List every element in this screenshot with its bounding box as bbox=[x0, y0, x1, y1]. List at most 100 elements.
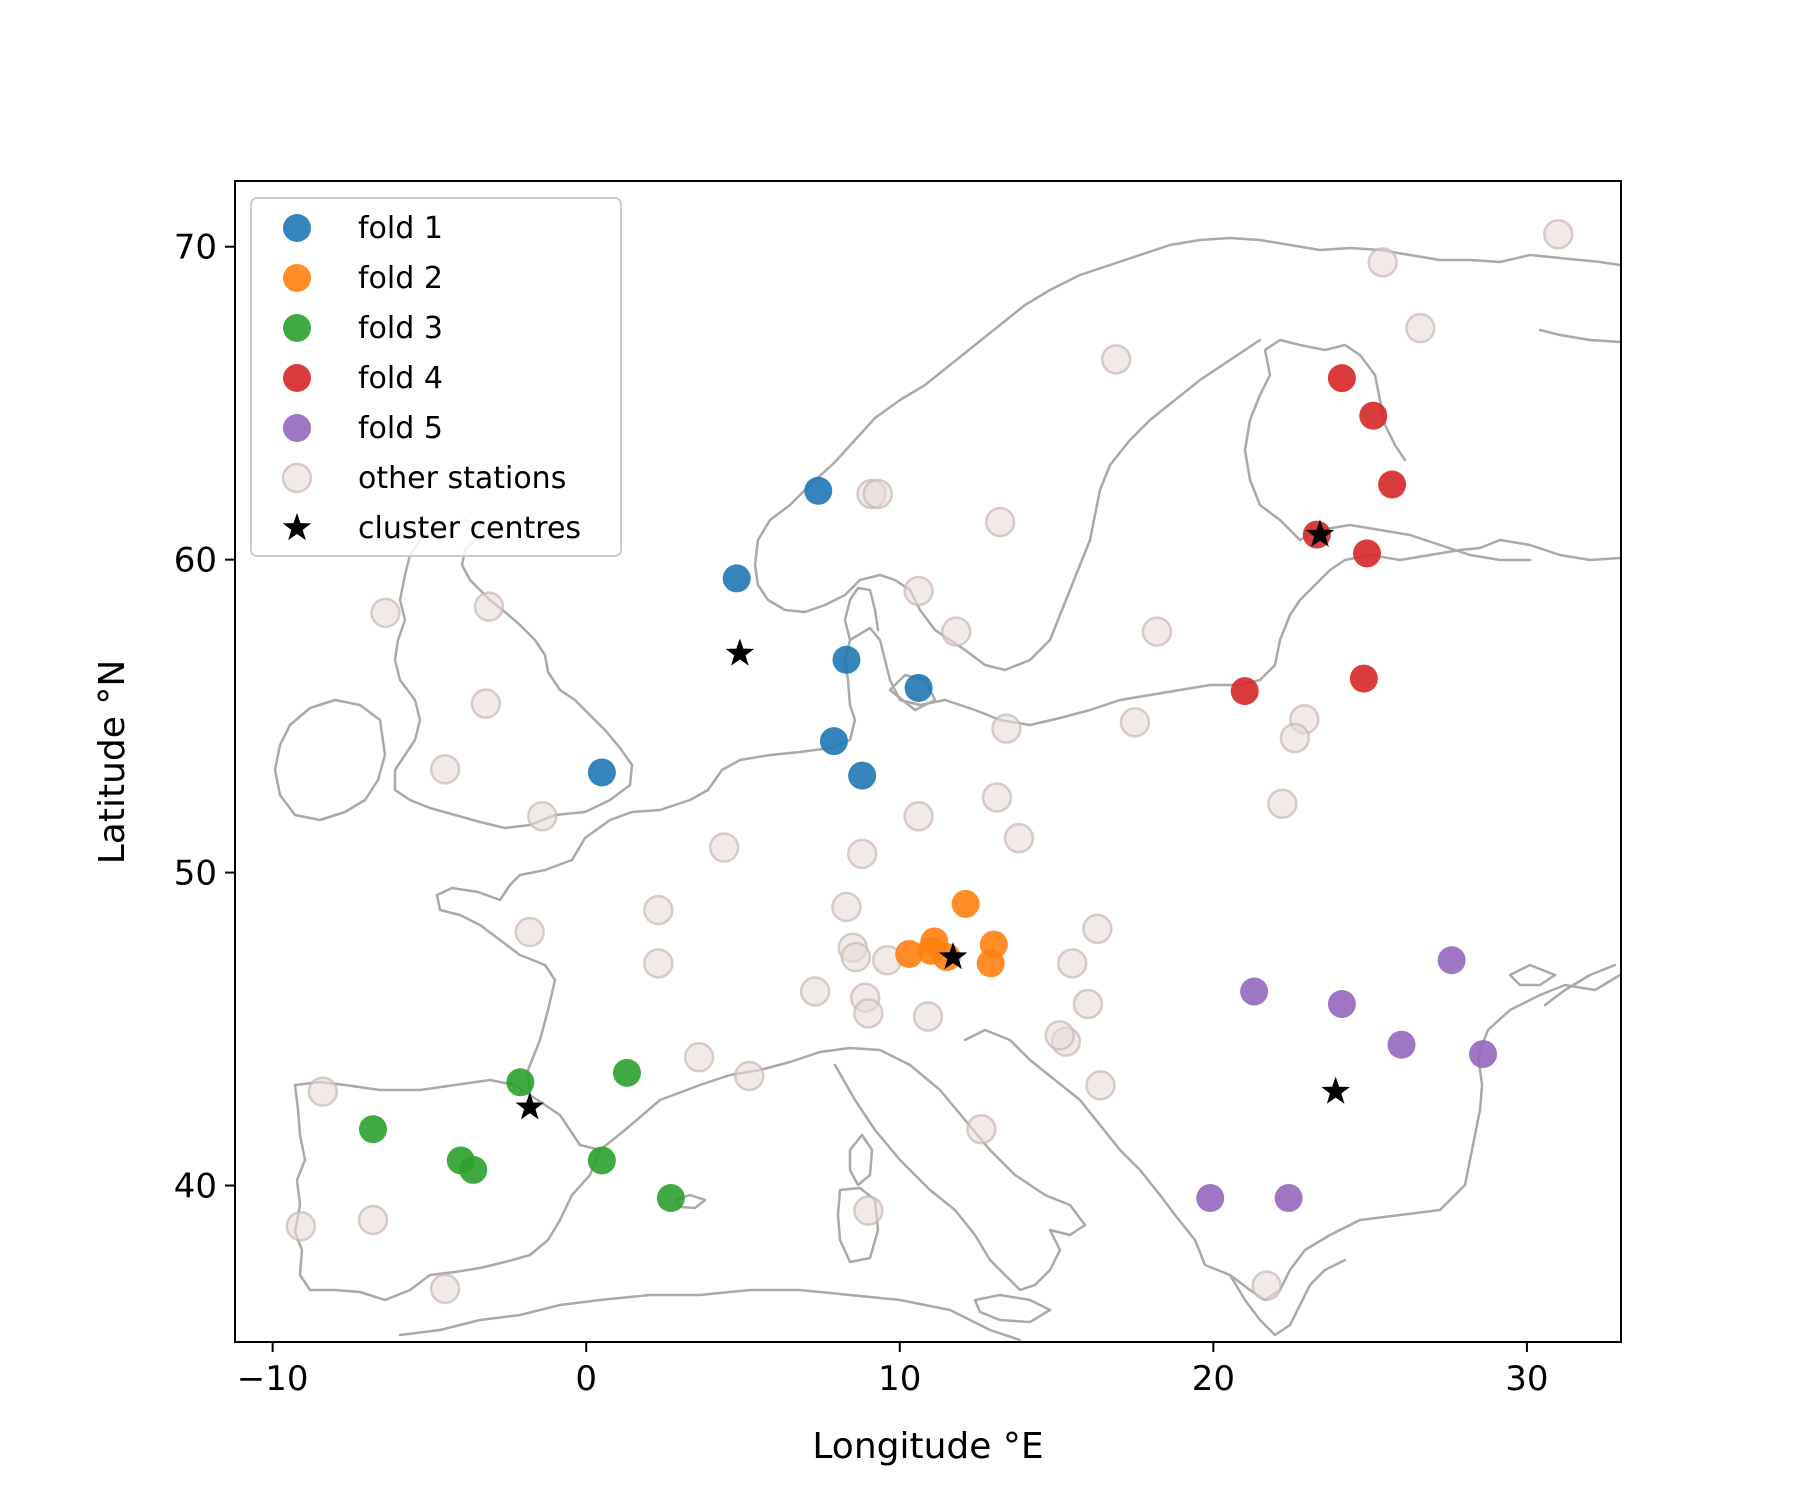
fold-3-point-3 bbox=[358, 1115, 387, 1144]
fold-4-point-3 bbox=[1378, 470, 1407, 499]
fold-1-point-1 bbox=[804, 476, 833, 505]
legend-marker-fold-4 bbox=[283, 364, 311, 392]
fold-5-point-5 bbox=[1469, 1040, 1498, 1069]
y-tick-label: 60 bbox=[174, 541, 217, 581]
fold-3-point-2 bbox=[612, 1058, 641, 1087]
other-stations-point-12 bbox=[473, 591, 505, 622]
other-stations-point-31 bbox=[840, 941, 872, 973]
other-stations-point-6 bbox=[862, 478, 894, 510]
other-stations-point-24 bbox=[708, 832, 740, 863]
fold-5-point-7 bbox=[1274, 1184, 1303, 1213]
cluster-centres-point-1 bbox=[725, 638, 755, 666]
fold-1-point-6 bbox=[848, 761, 877, 790]
fold-1-point-3 bbox=[832, 645, 861, 674]
fold-2-point-5 bbox=[951, 889, 980, 918]
fold-5-point-1 bbox=[1437, 946, 1466, 975]
x-axis-label: Longitude °E bbox=[812, 1426, 1043, 1467]
other-stations-point-7 bbox=[984, 506, 1016, 538]
other-stations-point-3 bbox=[1405, 312, 1436, 344]
fold-3-point-6 bbox=[587, 1146, 616, 1175]
x-axis-ticks: −10 0 10 20 30 bbox=[237, 1342, 1549, 1399]
legend-marker-fold-2 bbox=[283, 264, 311, 292]
other-stations-point-51 bbox=[1251, 1270, 1282, 1301]
legend-label-fold-1: fold 1 bbox=[358, 211, 443, 246]
other-stations-point-25 bbox=[846, 838, 878, 870]
legend-label-fold-3: fold 3 bbox=[358, 311, 443, 346]
other-stations-point-39 bbox=[912, 1001, 944, 1032]
other-stations-point-19 bbox=[1267, 788, 1298, 819]
cluster-centres-point-3 bbox=[515, 1092, 545, 1120]
fold-5-point-3 bbox=[1327, 990, 1356, 1019]
other-stations-point-17 bbox=[1279, 722, 1311, 754]
y-axis-ticks: 40 50 60 70 bbox=[174, 228, 235, 1207]
x-tick-label: −10 bbox=[237, 1359, 309, 1399]
fold-1-point-2 bbox=[722, 564, 751, 593]
other-stations-point-2 bbox=[1367, 247, 1398, 278]
y-tick-label: 40 bbox=[174, 1167, 217, 1207]
other-stations-point-29 bbox=[514, 916, 546, 948]
other-stations-point-20 bbox=[981, 782, 1013, 813]
x-tick-label: 20 bbox=[1192, 1359, 1235, 1399]
fold-5-point-4 bbox=[1387, 1030, 1416, 1059]
x-tick-label: 0 bbox=[575, 1359, 597, 1399]
plot-frame bbox=[234, 180, 1622, 1343]
other-stations-point-34 bbox=[1056, 948, 1088, 979]
fold-2-point-7 bbox=[976, 949, 1005, 978]
fold-1-point-5 bbox=[819, 727, 848, 756]
other-stations-point-10 bbox=[1141, 616, 1173, 647]
other-stations-point-43 bbox=[734, 1060, 765, 1092]
other-stations-point-47 bbox=[357, 1204, 389, 1236]
other-stations-point-15 bbox=[1119, 707, 1151, 738]
other-stations-point-23 bbox=[1003, 822, 1035, 854]
legend-box bbox=[250, 197, 622, 557]
other-stations-point-49 bbox=[285, 1210, 317, 1242]
other-stations-point-42 bbox=[683, 1041, 715, 1073]
fold-2-point-1 bbox=[895, 939, 924, 968]
other-stations-point-27 bbox=[831, 891, 862, 923]
x-tick-label: 10 bbox=[878, 1359, 921, 1399]
legend-label-cluster-centres: cluster centres bbox=[358, 511, 581, 546]
other-stations-point-13 bbox=[470, 688, 502, 719]
fold-4-point-7 bbox=[1230, 677, 1259, 706]
legend-marker-fold-1 bbox=[283, 214, 311, 242]
legend: fold 1 fold 2 fold 3 fold 4 fold 5 other stat… bbox=[250, 197, 622, 557]
other-stations-point-1 bbox=[1543, 218, 1574, 250]
legend-label-fold-5: fold 5 bbox=[358, 411, 443, 446]
other-stations-point-45 bbox=[307, 1076, 339, 1107]
other-stations-point-50 bbox=[429, 1273, 461, 1305]
fold-5-point-2 bbox=[1240, 977, 1269, 1006]
scatter-points bbox=[285, 218, 1574, 1305]
legend-marker-cluster-centres bbox=[282, 513, 312, 541]
fold-3-point-7 bbox=[656, 1184, 685, 1213]
fold-3-point-1 bbox=[506, 1068, 535, 1097]
other-stations-point-8 bbox=[903, 575, 934, 607]
legend-marker-fold-5 bbox=[283, 414, 311, 442]
other-stations-point-38 bbox=[853, 998, 884, 1029]
other-stations-point-44 bbox=[1085, 1070, 1116, 1101]
legend-marker-fold-3 bbox=[283, 314, 311, 342]
legend-marker-other-stations bbox=[281, 462, 313, 494]
other-stations-point-48 bbox=[853, 1195, 884, 1226]
fold-4-point-6 bbox=[1349, 664, 1378, 693]
fold-5-point-6 bbox=[1196, 1184, 1225, 1213]
y-tick-label: 70 bbox=[174, 228, 217, 268]
fold-1-point-4 bbox=[904, 673, 933, 702]
other-stations-point-11 bbox=[370, 597, 401, 629]
other-stations-point-21 bbox=[527, 801, 558, 832]
legend-label-fold-2: fold 2 bbox=[358, 261, 443, 296]
other-stations-point-35 bbox=[799, 976, 831, 1007]
fold-3-point-5 bbox=[459, 1155, 488, 1184]
y-axis-label: Latitude °N bbox=[92, 660, 133, 865]
other-stations-point-26 bbox=[643, 894, 674, 926]
cluster-centres-point-5 bbox=[1321, 1076, 1350, 1104]
other-stations-point-18 bbox=[429, 754, 461, 785]
cluster-centres-point-2 bbox=[938, 942, 968, 970]
fold-1-point-7 bbox=[587, 758, 616, 787]
x-tick-label: 30 bbox=[1505, 1359, 1548, 1399]
other-stations-point-41 bbox=[1044, 1020, 1075, 1051]
other-stations-point-28 bbox=[1082, 913, 1113, 945]
other-stations-point-14 bbox=[991, 713, 1022, 744]
other-stations-point-33 bbox=[643, 948, 674, 979]
other-stations-point-46 bbox=[966, 1113, 997, 1145]
